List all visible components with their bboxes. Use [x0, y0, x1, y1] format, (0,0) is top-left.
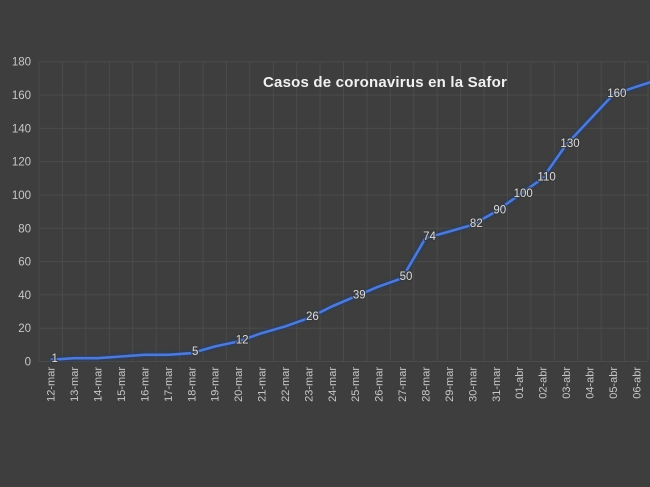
- data-point-label: 130: [560, 138, 579, 150]
- y-axis-tick-label: 160: [12, 90, 31, 102]
- x-axis-tick-label: 02-abr: [538, 367, 550, 399]
- x-axis-tick-label: 20-mar: [233, 367, 245, 402]
- x-axis-tick-label: 29-mar: [444, 367, 456, 402]
- x-axis-tick-label: 05-abr: [608, 367, 620, 399]
- data-point-label: 39: [353, 290, 366, 302]
- y-axis-tick-label: 80: [18, 223, 31, 235]
- x-axis-tick-label: 13-mar: [69, 367, 81, 402]
- series-line: [50, 80, 650, 362]
- x-axis-tick-label: 01-abr: [514, 367, 526, 399]
- data-point-label: 160: [607, 88, 626, 100]
- y-axis-tick-label: 180: [12, 57, 31, 69]
- series-line-glow: [50, 79, 650, 363]
- x-axis-tick-label: 18-mar: [186, 367, 198, 402]
- y-axis-tick-label: 60: [18, 257, 31, 269]
- x-axis-tick-label: 15-mar: [116, 367, 128, 402]
- x-axis-tick-label: 17-mar: [163, 367, 175, 402]
- x-axis-tick-label: 22-mar: [280, 367, 292, 402]
- x-axis-tick-label: 25-mar: [350, 367, 362, 402]
- x-axis-tick-label: 23-mar: [303, 367, 315, 402]
- x-axis-tick-label: 26-mar: [374, 367, 386, 402]
- data-point-label: 1: [52, 353, 58, 365]
- data-point-label: 74: [423, 231, 436, 243]
- x-axis-tick-label: 31-mar: [491, 367, 503, 402]
- data-point-label: 12: [236, 335, 249, 347]
- x-axis-tick-label: 16-mar: [139, 367, 151, 402]
- data-point-label: 90: [493, 205, 506, 217]
- chart-title: Casos de coronavirus en la Safor: [263, 74, 507, 91]
- x-axis-tick-label: 30-mar: [467, 367, 479, 402]
- x-axis-tick-label: 14-mar: [93, 367, 105, 402]
- data-point-label: 50: [400, 271, 413, 283]
- data-point-label: 100: [514, 188, 533, 200]
- x-axis-tick-label: 06-abr: [631, 367, 643, 399]
- x-axis-tick-label: 03-abr: [561, 367, 573, 399]
- data-point-label: 26: [306, 311, 319, 323]
- x-axis-tick-label: 21-mar: [257, 367, 269, 402]
- y-axis-tick-label: 40: [18, 290, 31, 302]
- x-axis-tick-label: 27-mar: [397, 367, 409, 402]
- x-axis-tick-label: 28-mar: [420, 367, 432, 402]
- data-point-label: 110: [537, 171, 555, 183]
- x-axis-tick-label: 12-mar: [46, 367, 58, 402]
- y-axis-tick-label: 140: [12, 123, 31, 135]
- y-axis-tick-label: 100: [12, 190, 31, 202]
- y-axis-tick-label: 20: [18, 323, 31, 335]
- y-axis-tick-label: 120: [12, 157, 31, 169]
- data-point-label: 82: [470, 218, 483, 230]
- x-axis-tick-label: 04-abr: [584, 367, 596, 399]
- x-axis-tick-label: 24-mar: [327, 367, 339, 402]
- data-point-label: 5: [192, 346, 198, 358]
- y-axis-tick-label: 0: [25, 357, 31, 369]
- x-axis-tick-label: 19-mar: [210, 367, 222, 402]
